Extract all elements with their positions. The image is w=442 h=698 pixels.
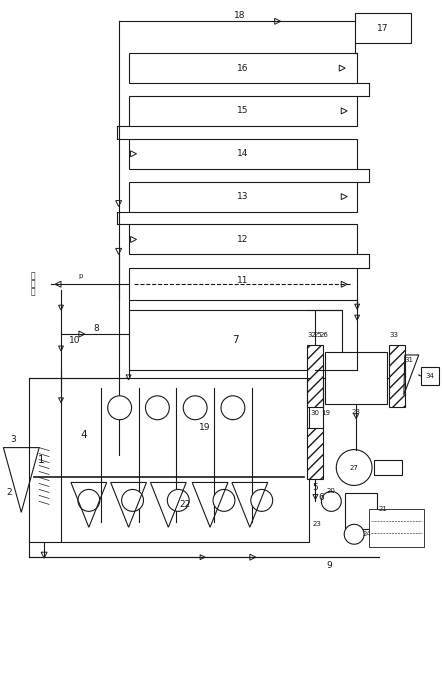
- Text: 3: 3: [11, 435, 16, 444]
- Bar: [129, 139, 357, 169]
- Text: 5: 5: [312, 483, 318, 492]
- Bar: [129, 225, 357, 254]
- Circle shape: [122, 489, 144, 512]
- Text: 25: 25: [313, 332, 322, 338]
- Text: 21: 21: [379, 506, 388, 512]
- Text: 31: 31: [404, 357, 413, 363]
- Text: 16: 16: [237, 64, 248, 73]
- Text: 24: 24: [363, 531, 371, 537]
- Text: 到: 到: [31, 272, 35, 281]
- Text: 34: 34: [425, 373, 434, 379]
- Circle shape: [336, 450, 372, 485]
- Text: 4: 4: [80, 431, 87, 440]
- Text: 7: 7: [232, 335, 239, 345]
- Text: 18: 18: [234, 11, 246, 20]
- Text: 19: 19: [321, 410, 330, 416]
- Text: 19: 19: [199, 423, 211, 432]
- Text: 17: 17: [377, 24, 389, 33]
- Bar: [29, 378, 309, 542]
- Circle shape: [221, 396, 245, 419]
- Circle shape: [344, 524, 364, 544]
- Bar: [421, 367, 438, 385]
- Bar: [355, 13, 411, 43]
- Text: 11: 11: [237, 276, 248, 285]
- Text: 28: 28: [352, 409, 361, 415]
- Bar: [308, 428, 324, 480]
- Text: 22: 22: [179, 500, 191, 509]
- Text: 14: 14: [237, 149, 248, 158]
- Text: 1: 1: [38, 455, 45, 465]
- Text: 12: 12: [237, 235, 248, 244]
- Text: 13: 13: [237, 192, 248, 201]
- Text: 20: 20: [327, 489, 336, 494]
- Text: 9: 9: [327, 560, 332, 570]
- Bar: [345, 493, 377, 529]
- Text: 32: 32: [308, 332, 316, 338]
- Circle shape: [321, 491, 341, 512]
- Circle shape: [78, 489, 100, 512]
- Circle shape: [183, 396, 207, 419]
- Text: 6: 6: [319, 493, 324, 502]
- Bar: [369, 510, 424, 547]
- Text: 30: 30: [311, 410, 320, 416]
- Text: 户: 户: [31, 288, 35, 297]
- Text: 27: 27: [350, 465, 358, 470]
- Circle shape: [108, 396, 132, 419]
- Bar: [129, 181, 357, 211]
- Bar: [129, 96, 357, 126]
- Circle shape: [168, 489, 189, 512]
- Text: p: p: [79, 274, 83, 279]
- Text: 33: 33: [389, 332, 398, 338]
- Text: 15: 15: [237, 107, 248, 115]
- Circle shape: [213, 489, 235, 512]
- Circle shape: [251, 489, 273, 512]
- Text: 23: 23: [313, 521, 322, 527]
- Text: 26: 26: [320, 332, 328, 338]
- Bar: [374, 459, 402, 475]
- Text: 2: 2: [7, 488, 12, 497]
- Text: 10: 10: [69, 336, 80, 345]
- Bar: [389, 345, 405, 407]
- Bar: [325, 352, 387, 403]
- Text: 用: 用: [31, 280, 35, 289]
- Bar: [129, 53, 357, 83]
- Circle shape: [145, 396, 169, 419]
- Text: 8: 8: [93, 324, 99, 332]
- Bar: [129, 268, 357, 300]
- Bar: [308, 345, 324, 407]
- Bar: [129, 310, 342, 370]
